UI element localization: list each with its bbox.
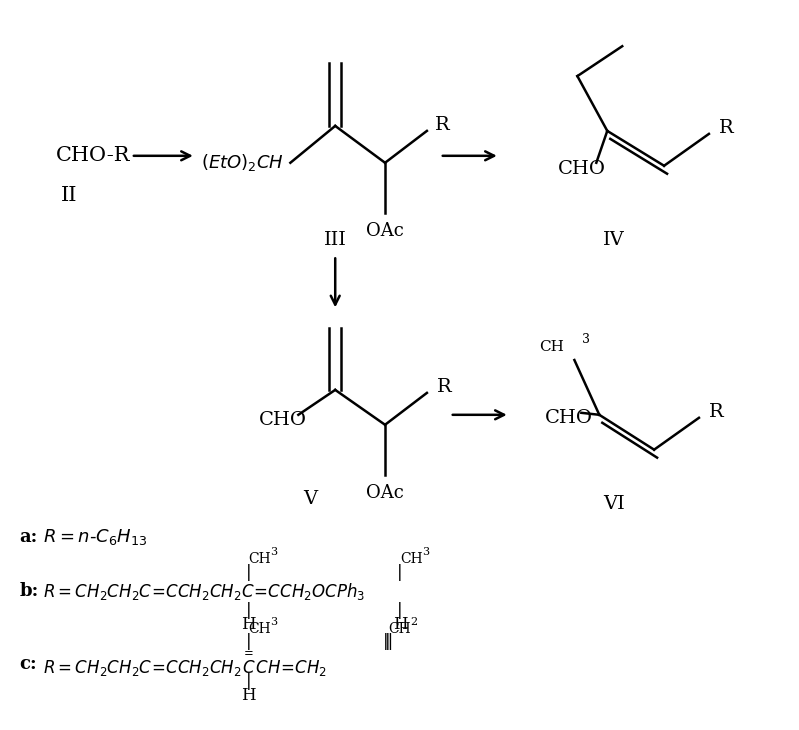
Text: CHO: CHO <box>259 411 307 429</box>
Text: b:: b: <box>19 582 38 600</box>
Text: CHO: CHO <box>558 160 606 177</box>
Text: |: | <box>246 602 252 618</box>
Text: 2: 2 <box>410 617 417 627</box>
Text: H: H <box>392 615 407 632</box>
Text: $R = CH_2CH_2C\!=\!CCH_2CH_2\overset{=}{C}CH\!=\!CH_2$: $R = CH_2CH_2C\!=\!CCH_2CH_2\overset{=}{… <box>43 649 328 679</box>
Text: R: R <box>435 116 450 134</box>
Text: |: | <box>385 634 391 650</box>
Text: a:: a: <box>19 529 38 546</box>
Text: c:: c: <box>19 655 37 673</box>
Text: CH: CH <box>539 340 564 354</box>
Text: 3: 3 <box>270 548 277 557</box>
Text: ||: || <box>383 634 394 650</box>
Text: |: | <box>397 564 403 580</box>
Text: V: V <box>304 491 317 509</box>
Text: CH: CH <box>248 622 271 636</box>
Text: H: H <box>241 687 256 704</box>
Text: |: | <box>246 634 252 650</box>
Text: R: R <box>719 119 733 137</box>
Text: |: | <box>246 673 252 691</box>
Text: 3: 3 <box>270 617 277 627</box>
Text: CHO: CHO <box>544 409 593 427</box>
Text: 3: 3 <box>582 333 590 345</box>
Text: H: H <box>241 615 256 632</box>
Text: CH: CH <box>400 553 423 566</box>
Text: OAc: OAc <box>366 221 404 239</box>
Text: R: R <box>709 403 724 420</box>
Text: III: III <box>324 231 347 250</box>
Text: $(EtO)_2CH$: $(EtO)_2CH$ <box>201 153 284 173</box>
Text: CHO-R: CHO-R <box>56 146 131 165</box>
Text: |: | <box>246 564 252 580</box>
Text: VI: VI <box>603 496 625 513</box>
Text: R: R <box>437 378 451 396</box>
Text: $R = n\text{-}C_6H_{13}$: $R = n\text{-}C_6H_{13}$ <box>43 527 147 548</box>
Text: II: II <box>62 186 78 205</box>
Text: 3: 3 <box>422 548 429 557</box>
Text: OAc: OAc <box>366 483 404 502</box>
Text: CH: CH <box>388 622 411 636</box>
Text: IV: IV <box>603 231 625 250</box>
Text: $R = CH_2CH_2C\!=\!CCH_2CH_2C\!=\!CCH_2OCPh_3$: $R = CH_2CH_2C\!=\!CCH_2CH_2C\!=\!CCH_2O… <box>43 580 365 602</box>
Text: CH: CH <box>248 553 271 566</box>
Text: |: | <box>397 602 403 618</box>
